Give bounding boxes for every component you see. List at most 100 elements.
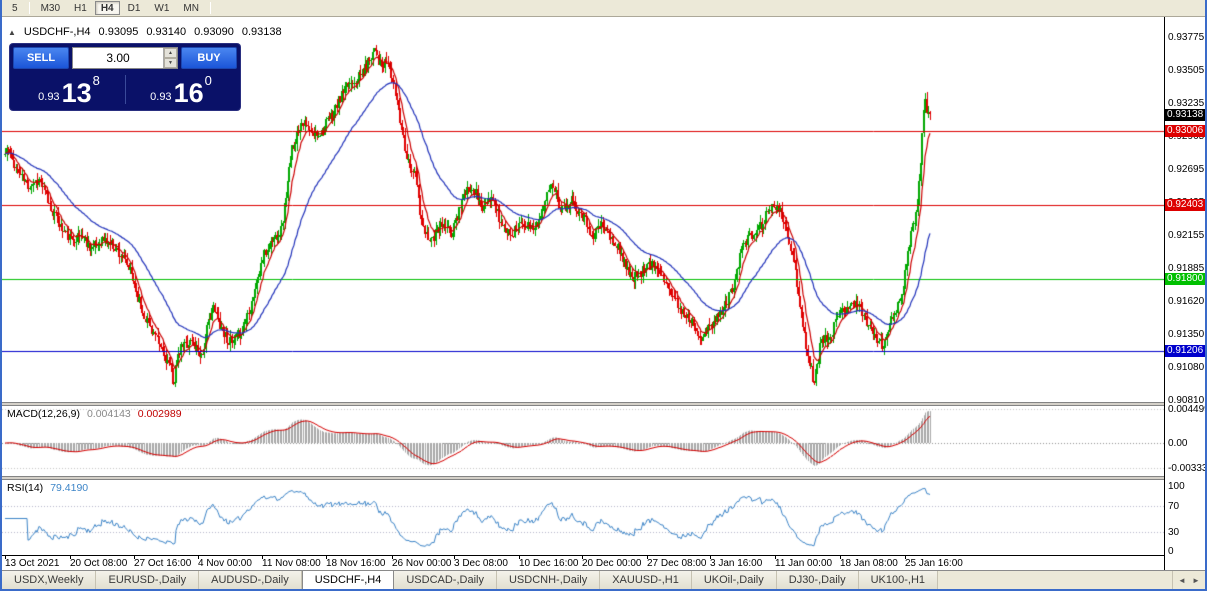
time-axis-label: 4 Nov 00:00 bbox=[198, 558, 252, 569]
price-axis-label: 0 bbox=[1168, 546, 1174, 557]
price-axis-label: 0.91080 bbox=[1168, 361, 1205, 373]
time-axis-label: 11 Jan 00:00 bbox=[775, 558, 833, 569]
price-axis-label: 0.93505 bbox=[1168, 65, 1205, 76]
rsi-label: RSI(14) 79.4190 bbox=[7, 482, 88, 494]
symbol-tab-USDCHF-H4[interactable]: USDCHF-,H4 bbox=[301, 571, 395, 589]
price-axis-label: 70 bbox=[1168, 500, 1180, 512]
time-axis-label: 27 Dec 08:00 bbox=[647, 558, 707, 569]
time-axis-label: 3 Jan 16:00 bbox=[710, 558, 763, 569]
time-axis-tick bbox=[5, 556, 6, 559]
ohlc-close: 0.93138 bbox=[241, 26, 282, 38]
time-axis-tick bbox=[840, 556, 841, 559]
time-axis-label: 27 Oct 16:00 bbox=[134, 558, 192, 569]
price-axis-label: 0.90810 bbox=[1168, 394, 1205, 406]
volume-input[interactable]: 3.00 ▲ ▼ bbox=[72, 47, 178, 69]
volume-spinner: ▲ ▼ bbox=[163, 48, 177, 68]
symbol-tab-XAUUSD-H1[interactable]: XAUUSD-,H1 bbox=[600, 571, 692, 589]
time-axis-tick bbox=[582, 556, 583, 559]
chart-symbol-period: USDCHF-,H4 bbox=[23, 26, 91, 38]
time-axis-tick bbox=[519, 556, 520, 559]
time-axis-tick bbox=[262, 556, 263, 559]
quote-divider bbox=[125, 75, 126, 104]
time-axis-label: 18 Nov 16:00 bbox=[326, 558, 386, 569]
symbol-tab-USDX-Weekly[interactable]: USDX,Weekly bbox=[2, 571, 97, 589]
time-axis-label: 18 Jan 08:00 bbox=[840, 558, 898, 569]
symbol-tab-DJ30-Daily[interactable]: DJ30-,Daily bbox=[776, 571, 859, 589]
volume-increase-button[interactable]: ▲ bbox=[164, 48, 177, 58]
time-axis-label: 11 Nov 08:00 bbox=[262, 558, 321, 569]
sell-price-point: 8 bbox=[92, 73, 100, 88]
price-level-badge: 0.91800 bbox=[1165, 272, 1205, 285]
buy-button[interactable]: BUY bbox=[181, 47, 237, 69]
symbol-tab-USDCNH-Daily[interactable]: USDCNH-,Daily bbox=[496, 571, 601, 589]
time-axis-label: 20 Oct 08:00 bbox=[70, 558, 128, 569]
rsi-name: RSI(14) bbox=[7, 482, 44, 494]
time-axis-tick bbox=[392, 556, 393, 559]
price-axis-label: 0.92695 bbox=[1168, 164, 1205, 176]
symbol-tab-UKOil-Daily[interactable]: UKOil-,Daily bbox=[691, 571, 777, 589]
volume-value[interactable]: 3.00 bbox=[106, 51, 130, 65]
price-axis-label: 0.92155 bbox=[1168, 230, 1205, 242]
time-axis-tick bbox=[134, 556, 135, 559]
time-axis: 13 Oct 2021 20 Oct 08:00 27 Oct 16:00 4 Nov… bbox=[2, 555, 1164, 570]
time-axis-tick bbox=[775, 556, 776, 559]
time-axis-tick bbox=[70, 556, 71, 559]
time-axis-label: 13 Oct 2021 bbox=[5, 558, 60, 569]
time-axis-label: 26 Nov 00:00 bbox=[392, 558, 452, 569]
sell-button[interactable]: SELL bbox=[13, 47, 69, 69]
timeframe-button-M30[interactable]: M30 bbox=[40, 3, 61, 14]
one-click-collapse-toggle[interactable]: ▲ bbox=[8, 27, 16, 37]
buy-price-pips: 16 bbox=[173, 78, 204, 108]
volume-decrease-button[interactable]: ▼ bbox=[164, 58, 177, 68]
price-level-badge: 0.91206 bbox=[1165, 345, 1205, 358]
macd-signal-value: 0.002989 bbox=[137, 408, 182, 420]
price-axis-label: 0.93775 bbox=[1168, 31, 1205, 43]
price-axis-label: 0.91620 bbox=[1168, 295, 1205, 307]
ohlc-high: 0.93140 bbox=[146, 26, 187, 38]
symbol-tab-UK100-H1[interactable]: UK100-,H1 bbox=[858, 571, 939, 589]
tab-scroll-right-button[interactable]: ► bbox=[1192, 575, 1200, 585]
macd-name: MACD(12,26,9) bbox=[7, 408, 80, 420]
symbol-tab-USDCAD-Daily[interactable]: USDCAD-,Daily bbox=[394, 571, 497, 589]
tab-scroll-controls: ◄ ► bbox=[1172, 571, 1205, 589]
sell-price-pips: 13 bbox=[61, 78, 92, 108]
time-axis-tick bbox=[905, 556, 906, 559]
chart-tab-bar: USDX,Weekly EURUSD-,Daily AUDUSD-,Daily USD… bbox=[2, 570, 1205, 589]
price-axis-label: -0.00333 bbox=[1168, 463, 1207, 475]
timeframe-button-MN[interactable]: MN bbox=[183, 3, 199, 14]
one-click-trading-panel: SELL 3.00 ▲ ▼ BUY 0.93 13 8 bbox=[10, 44, 240, 110]
sell-price[interactable]: 0.93 13 8 bbox=[13, 72, 125, 107]
price-axis-label: 0.004499 bbox=[1168, 404, 1207, 415]
sell-price-prefix: 0.93 bbox=[38, 91, 60, 103]
time-axis-tick bbox=[198, 556, 199, 559]
time-axis-tick bbox=[454, 556, 455, 559]
price-axis-label: 0.91885 bbox=[1168, 263, 1205, 275]
timeframe-button-H1[interactable]: H1 bbox=[74, 3, 87, 14]
buy-price-point: 0 bbox=[204, 73, 212, 88]
ohlc-low: 0.93090 bbox=[194, 26, 234, 38]
price-level-badge: 0.92403 bbox=[1165, 198, 1205, 211]
timeframe-button-W1[interactable]: W1 bbox=[154, 3, 170, 14]
symbol-tab-EURUSD-Daily[interactable]: EURUSD-,Daily bbox=[96, 571, 200, 589]
time-axis-label: 3 Dec 08:00 bbox=[454, 558, 508, 569]
panel-splitter-rsi[interactable] bbox=[2, 476, 1164, 480]
rsi-value: 79.4190 bbox=[50, 482, 89, 494]
buy-price[interactable]: 0.93 16 0 bbox=[125, 72, 237, 107]
panel-splitter-macd[interactable] bbox=[2, 402, 1164, 406]
ohlc-open: 0.93095 bbox=[98, 26, 139, 38]
time-axis-label: 10 Dec 16:00 bbox=[519, 558, 579, 569]
price-axis-label: 0.91350 bbox=[1168, 328, 1205, 340]
price-axis-label: 0.00 bbox=[1168, 438, 1188, 450]
price-axis-label: 0.93235 bbox=[1168, 98, 1205, 110]
chart-title: ▲ USDCHF-,H4 0.93095 0.93140 0.93090 0.9… bbox=[8, 26, 282, 38]
timeframe-button-5[interactable]: 5 bbox=[12, 3, 18, 14]
chart-window: ▲ USDCHF-,H4 0.93095 0.93140 0.93090 0.9… bbox=[2, 17, 1205, 570]
macd-label: MACD(12,26,9) 0.004143 0.002989 bbox=[7, 408, 182, 420]
time-axis-label: 20 Dec 00:00 bbox=[582, 558, 642, 569]
price-axis: 0.937750.935050.932350.929650.926950.924… bbox=[1164, 17, 1205, 570]
symbol-tab-AUDUSD-Daily[interactable]: AUDUSD-,Daily bbox=[199, 571, 302, 589]
timeframe-button-H4[interactable]: H4 bbox=[94, 1, 120, 15]
timeframe-button-D1[interactable]: D1 bbox=[127, 3, 141, 14]
tab-scroll-left-button[interactable]: ◄ bbox=[1178, 575, 1186, 585]
